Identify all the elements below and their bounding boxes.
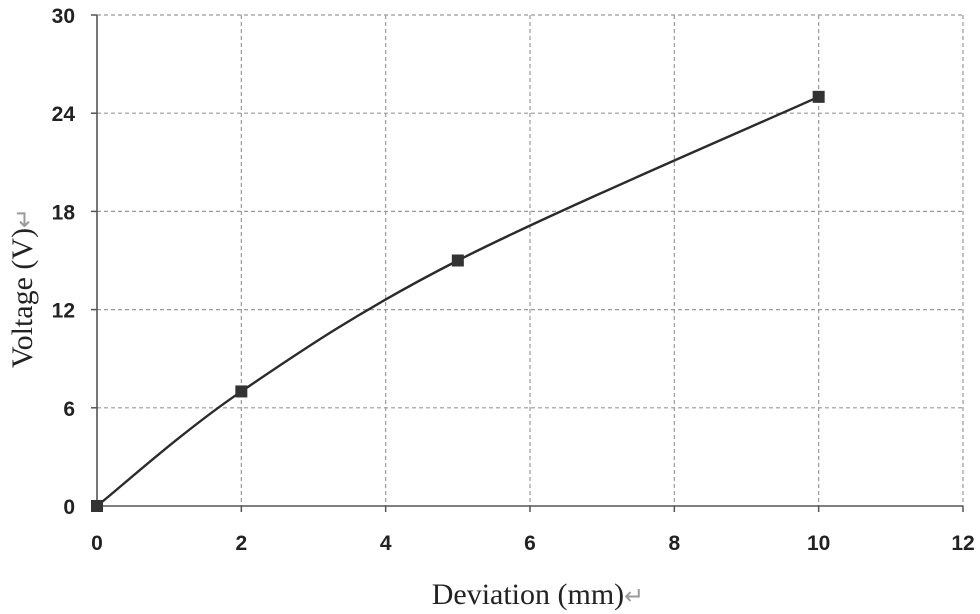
y-tick-label: 0 — [63, 496, 75, 519]
series-line — [96, 95, 820, 507]
x-tick-label: 12 — [951, 532, 974, 555]
x-axis-title-return-mark: ↵ — [624, 582, 644, 610]
data-series — [91, 90, 825, 512]
y-tick-label: 12 — [52, 300, 75, 323]
y-axis-title-return-mark: ↵ — [10, 208, 38, 228]
y-tick-label: 18 — [52, 201, 76, 224]
data-point-marker — [91, 500, 103, 512]
x-tick-labels: 0 2 4 6 8 10 12 — [91, 532, 975, 555]
x-axis-title-text: Deviation (mm) — [432, 578, 624, 611]
x-axis-title: Deviation (mm)↵ — [432, 578, 645, 611]
y-axis-title-text: Voltage (V) — [6, 228, 39, 368]
y-tick-label: 30 — [52, 5, 75, 28]
x-tick-label: 6 — [524, 532, 536, 555]
data-point-marker — [451, 254, 464, 267]
x-tick-label: 10 — [807, 532, 830, 555]
x-tick-label: 8 — [668, 532, 680, 555]
x-tick-label: 0 — [91, 532, 103, 555]
x-tick-label: 4 — [380, 532, 392, 555]
x-tick-label: 2 — [235, 532, 247, 555]
data-point-marker — [812, 90, 825, 103]
y-axis-title: Voltage (V)↵ — [6, 208, 39, 368]
grid-lines — [97, 14, 964, 506]
y-tick-label: 24 — [52, 103, 76, 126]
axes — [91, 14, 964, 512]
y-tick-label: 6 — [63, 398, 75, 421]
data-point-marker — [235, 385, 248, 398]
y-tick-labels: 0 6 12 18 24 30 — [52, 5, 76, 519]
